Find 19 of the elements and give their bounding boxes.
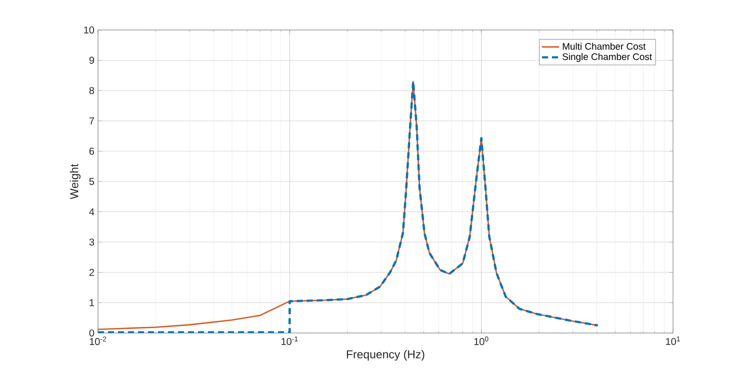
y-tick-label: 2 — [89, 268, 94, 276]
x-tick-label: 10$^{1}$ — [666, 336, 680, 346]
y-tick-label: 6 — [89, 148, 94, 155]
y-tick-label: 7 — [89, 117, 94, 124]
x-tick-label: 10$^{-1}$ — [282, 336, 298, 346]
legend-label: Multi Chamber Cost — [562, 42, 646, 50]
y-tick-label: 4 — [89, 208, 94, 216]
y-tick-label: 1 — [90, 299, 94, 306]
x-tick-label: 10$^{0}$ — [474, 336, 488, 346]
y-tick-label: 5 — [89, 178, 94, 185]
y-axis-title: Weight — [70, 164, 81, 200]
x-axis-title: Frequency (Hz) — [346, 350, 424, 361]
x-tick-label: 10$^{-2}$ — [90, 336, 106, 346]
y-tick-label: 9 — [89, 56, 94, 64]
y-tick-label: 10 — [84, 26, 94, 34]
y-tick-label: 8 — [89, 87, 94, 94]
y-tick-label: 0 — [89, 329, 94, 337]
y-tick-label: 3 — [89, 238, 94, 246]
legend-label: Single Chamber Cost — [562, 53, 652, 62]
